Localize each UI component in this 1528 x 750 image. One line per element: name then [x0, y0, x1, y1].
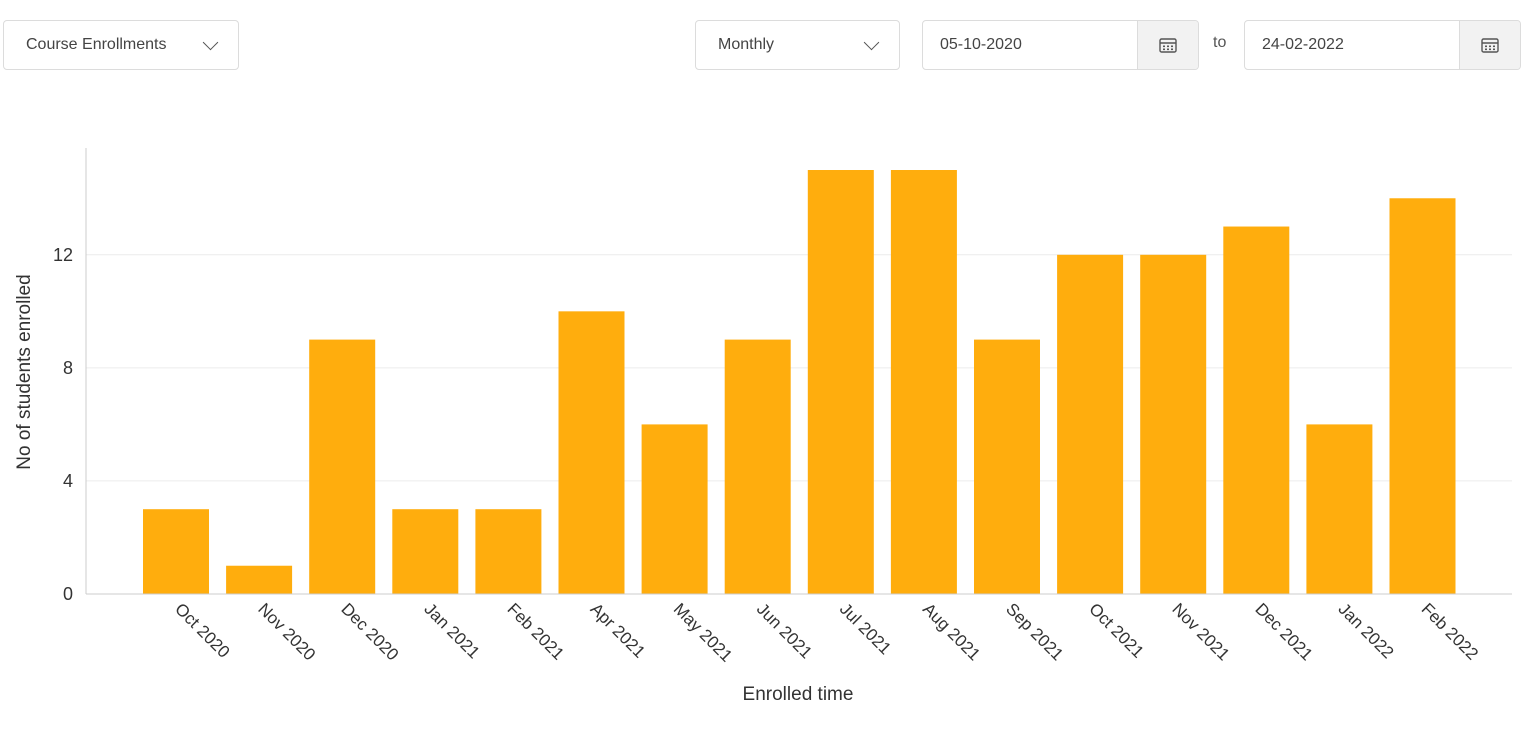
y-tick-labels: 0 4 8 12: [53, 245, 73, 604]
bar-oct-2021: [1057, 254, 1124, 595]
x-tick-label: Jun 2021: [753, 599, 816, 662]
start-date-value[interactable]: 05-10-2020: [940, 36, 1022, 53]
x-tick-label: Nov 2020: [254, 599, 319, 664]
calendar-icon[interactable]: [1137, 21, 1198, 69]
x-tick-label: Feb 2021: [504, 599, 568, 663]
x-tick-label: Dec 2021: [1251, 599, 1316, 664]
calendar-icon[interactable]: [1459, 21, 1520, 69]
bars: [143, 170, 1456, 595]
start-date-field[interactable]: 05-10-2020: [922, 20, 1199, 70]
bar-feb-2021: [475, 509, 542, 594]
report-type-label: Course Enrollments: [26, 36, 167, 53]
end-date-value[interactable]: 24-02-2022: [1262, 36, 1344, 53]
x-tick-label: Apr 2021: [587, 599, 649, 661]
bar-apr-2021: [558, 311, 625, 594]
grid-lines: [86, 254, 1512, 482]
bar-aug-2021: [890, 170, 957, 594]
y-tick-label: 0: [63, 584, 73, 604]
x-tick-label: May 2021: [670, 599, 736, 665]
bar-nov-2021: [1140, 254, 1207, 595]
x-tick-label: Aug 2021: [919, 599, 984, 664]
bar-sep-2021: [974, 339, 1040, 594]
period-dropdown[interactable]: Monthly: [695, 20, 900, 70]
x-tick-label: Nov 2021: [1168, 599, 1233, 664]
y-tick-label: 12: [53, 245, 73, 265]
bar-dec-2020: [309, 339, 376, 594]
bar-jan-2022: [1306, 424, 1373, 594]
x-tick-label: Jan 2022: [1335, 599, 1398, 662]
y-tick-label: 4: [63, 471, 73, 491]
bar-jun-2021: [724, 339, 791, 594]
bar-dec-2021: [1223, 226, 1290, 595]
bar-feb-2022: [1389, 198, 1456, 594]
y-tick-label: 8: [63, 358, 73, 378]
x-axis-title: Enrolled time: [743, 684, 854, 705]
x-tick-label: Feb 2022: [1418, 599, 1482, 663]
x-tick-label: Oct 2020: [171, 599, 233, 661]
period-label: Monthly: [718, 36, 775, 53]
x-tick-label: Jul 2021: [836, 599, 895, 658]
x-tick-label: Sep 2021: [1002, 599, 1067, 664]
x-tick-labels: Oct 2020 Nov 2020 Dec 2020 Jan 2021 Feb 2021…: [171, 599, 1482, 665]
date-range-separator: to: [1213, 34, 1227, 51]
end-date-field[interactable]: 24-02-2022: [1244, 20, 1521, 70]
bar-oct-2020: [143, 509, 209, 594]
y-axis-title: No of students enrolled: [14, 274, 35, 469]
bar-jan-2021: [392, 509, 459, 594]
x-tick-label: Jan 2021: [420, 599, 483, 662]
bar-nov-2020: [226, 565, 293, 594]
bar-may-2021: [641, 424, 708, 594]
report-type-dropdown[interactable]: Course Enrollments: [3, 20, 239, 70]
x-tick-label: Dec 2020: [337, 599, 402, 664]
x-tick-label: Oct 2021: [1085, 599, 1147, 661]
bar-jul-2021: [807, 170, 874, 594]
